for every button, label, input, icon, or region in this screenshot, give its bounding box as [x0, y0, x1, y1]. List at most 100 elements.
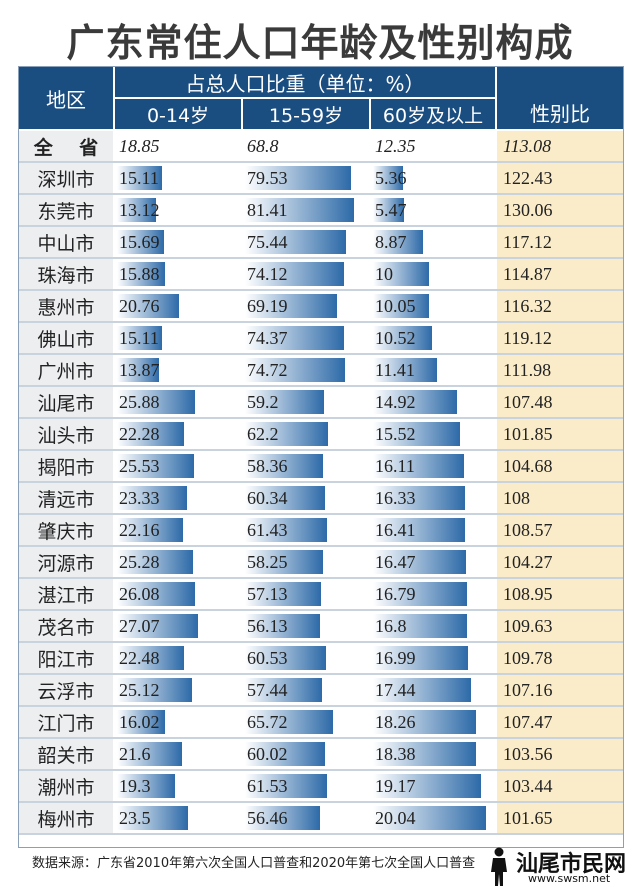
cell-age-0-14: 18.85 [115, 131, 241, 161]
cell-age-15-59: 62.2 [243, 419, 369, 449]
cell-age-15-59: 56.46 [243, 803, 369, 833]
value-bar [117, 518, 184, 542]
cell-age-0-14: 22.16 [115, 515, 241, 545]
cell-age-0-14: 25.53 [115, 451, 241, 481]
cell-value: 18.26 [375, 712, 416, 732]
data-table: 地区 占总人口比重（单位：%） 0-14岁 15-59岁 60岁及以上 性别比 … [18, 66, 624, 848]
cell-value: 25.12 [119, 680, 160, 700]
cell-sex-ratio: 109.63 [497, 611, 623, 641]
cell-age-15-59: 57.44 [243, 675, 369, 705]
region-label: 广州市 [19, 355, 113, 385]
region-label: 惠州市 [19, 291, 113, 321]
cell-age-15-59: 74.72 [243, 355, 369, 385]
header-sex-ratio: 性别比 [497, 67, 623, 129]
value-bar [245, 742, 326, 766]
row-divider [19, 545, 623, 547]
region-label: 中山市 [19, 227, 113, 257]
region-label: 阳江市 [19, 643, 113, 673]
cell-age-0-14: 20.76 [115, 291, 241, 321]
sex-ratio-value: 109.78 [503, 648, 553, 668]
cell-sex-ratio: 117.12 [497, 227, 623, 257]
cell-age-60-plus: 5.47 [371, 195, 495, 225]
region-label: 佛山市 [19, 323, 113, 353]
table-row: 江门市 16.02 65.72 18.26 107.47 [19, 707, 623, 737]
cell-sex-ratio: 101.65 [497, 803, 623, 833]
value-bar [245, 230, 346, 254]
cell-value: 23.33 [119, 488, 160, 508]
cell-age-15-59: 65.72 [243, 707, 369, 737]
cell-age-60-plus: 19.17 [371, 771, 495, 801]
region-label: 东莞市 [19, 195, 113, 225]
row-divider [19, 609, 623, 611]
value-bar [117, 774, 175, 798]
cell-value: 57.44 [247, 680, 288, 700]
cell-age-15-59: 61.53 [243, 771, 369, 801]
row-divider [19, 481, 623, 483]
cell-age-60-plus: 12.35 [371, 131, 495, 161]
cell-sex-ratio: 108 [497, 483, 623, 513]
table-row: 韶关市 21.6 60.02 18.38 103.56 [19, 739, 623, 769]
cell-value: 16.02 [119, 712, 160, 732]
sex-ratio-value: 122.43 [503, 168, 553, 188]
row-divider [19, 257, 623, 259]
table-row: 东莞市 13.12 81.41 5.47 130.06 [19, 195, 623, 225]
value-bar [117, 646, 185, 670]
sex-ratio-value: 111.98 [503, 360, 552, 380]
cell-age-15-59: 56.13 [243, 611, 369, 641]
region-label: 湛江市 [19, 579, 113, 609]
cell-value: 58.36 [247, 456, 288, 476]
cell-value: 10.52 [375, 328, 416, 348]
value-bar [245, 678, 322, 702]
value-bar [245, 486, 326, 510]
sex-ratio-value: 107.47 [503, 712, 553, 732]
cell-value: 25.28 [119, 552, 160, 572]
cell-age-0-14: 13.12 [115, 195, 241, 225]
row-divider [19, 769, 623, 771]
cell-sex-ratio: 104.68 [497, 451, 623, 481]
cell-value: 22.48 [119, 648, 160, 668]
value-bar [245, 422, 328, 446]
cell-sex-ratio: 109.78 [497, 643, 623, 673]
value-bar [373, 390, 457, 414]
cell-value: 81.41 [247, 200, 288, 220]
row-divider [19, 289, 623, 291]
cell-age-60-plus: 16.41 [371, 515, 495, 545]
value-bar [373, 646, 469, 670]
cell-value: 74.12 [247, 264, 288, 284]
row-divider [19, 673, 623, 675]
cell-value: 74.37 [247, 328, 288, 348]
cell-value: 13.12 [119, 200, 160, 220]
value-bar [245, 326, 345, 350]
cell-value: 16.47 [375, 552, 416, 572]
cell-sex-ratio: 101.85 [497, 419, 623, 449]
value-bar [117, 550, 193, 574]
value-bar [373, 774, 481, 798]
value-bar [117, 582, 196, 606]
cell-value: 15.88 [119, 264, 160, 284]
value-bar [117, 166, 163, 190]
cell-value: 21.6 [119, 744, 151, 764]
header-region: 地区 [19, 67, 113, 129]
cell-value: 16.79 [375, 584, 416, 604]
sex-ratio-value: 108.95 [503, 584, 553, 604]
cell-age-15-59: 81.41 [243, 195, 369, 225]
cell-age-0-14: 25.28 [115, 547, 241, 577]
cell-age-0-14: 23.33 [115, 483, 241, 513]
sex-ratio-value: 101.85 [503, 424, 553, 444]
table-row: 湛江市 26.08 57.13 16.79 108.95 [19, 579, 623, 609]
value-bar [373, 518, 466, 542]
watermark: 汕尾市民网 www.swsm.net [484, 846, 634, 886]
cell-value: 58.25 [247, 552, 288, 572]
value-bar [245, 710, 333, 734]
sex-ratio-value: 114.87 [503, 264, 552, 284]
cell-value: 60.02 [247, 744, 288, 764]
cell-age-60-plus: 10.05 [371, 291, 495, 321]
region-label: 汕头市 [19, 419, 113, 449]
value-bar [245, 294, 338, 318]
cell-age-15-59: 60.53 [243, 643, 369, 673]
cell-age-60-plus: 8.87 [371, 227, 495, 257]
region-label: 河源市 [19, 547, 113, 577]
cell-value: 11.41 [375, 360, 415, 380]
row-divider [19, 225, 623, 227]
cell-sex-ratio: 108.57 [497, 515, 623, 545]
